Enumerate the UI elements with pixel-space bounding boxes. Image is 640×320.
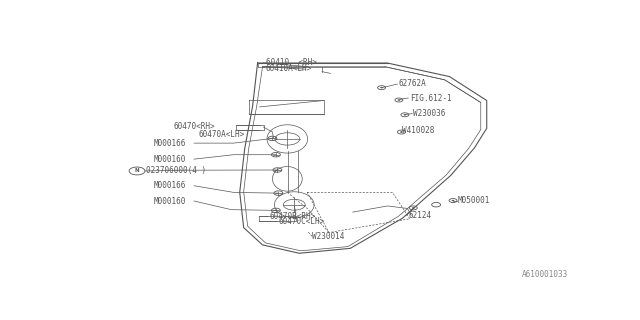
Text: 60470<RH>: 60470<RH> xyxy=(173,122,215,131)
Text: M050001: M050001 xyxy=(458,196,490,205)
Text: 60410  <RH>: 60410 <RH> xyxy=(266,58,317,67)
Text: W230036: W230036 xyxy=(413,108,445,117)
Text: M000166: M000166 xyxy=(154,181,186,190)
Circle shape xyxy=(403,114,406,116)
Text: M000160: M000160 xyxy=(154,196,186,205)
Text: W410028: W410028 xyxy=(403,126,435,135)
Text: W230014: W230014 xyxy=(312,232,344,241)
Text: 60470A<LH>: 60470A<LH> xyxy=(198,130,244,139)
Text: 60410A<LH>: 60410A<LH> xyxy=(266,64,312,73)
Text: FIG.612-1: FIG.612-1 xyxy=(410,93,451,102)
Text: M000160: M000160 xyxy=(154,155,186,164)
Circle shape xyxy=(412,207,415,209)
Text: A610001033: A610001033 xyxy=(522,270,568,279)
Text: N: N xyxy=(135,168,140,173)
Circle shape xyxy=(397,99,400,101)
Text: 60470C<LH>: 60470C<LH> xyxy=(278,218,324,227)
Text: 62124: 62124 xyxy=(408,211,431,220)
Text: 023706000(4 ): 023706000(4 ) xyxy=(146,166,206,175)
Text: 62762A: 62762A xyxy=(399,79,426,88)
Text: M000166: M000166 xyxy=(154,139,186,148)
Circle shape xyxy=(380,87,383,88)
Circle shape xyxy=(452,200,454,201)
Circle shape xyxy=(400,131,403,133)
Text: 60470B<RH>: 60470B<RH> xyxy=(269,212,316,221)
